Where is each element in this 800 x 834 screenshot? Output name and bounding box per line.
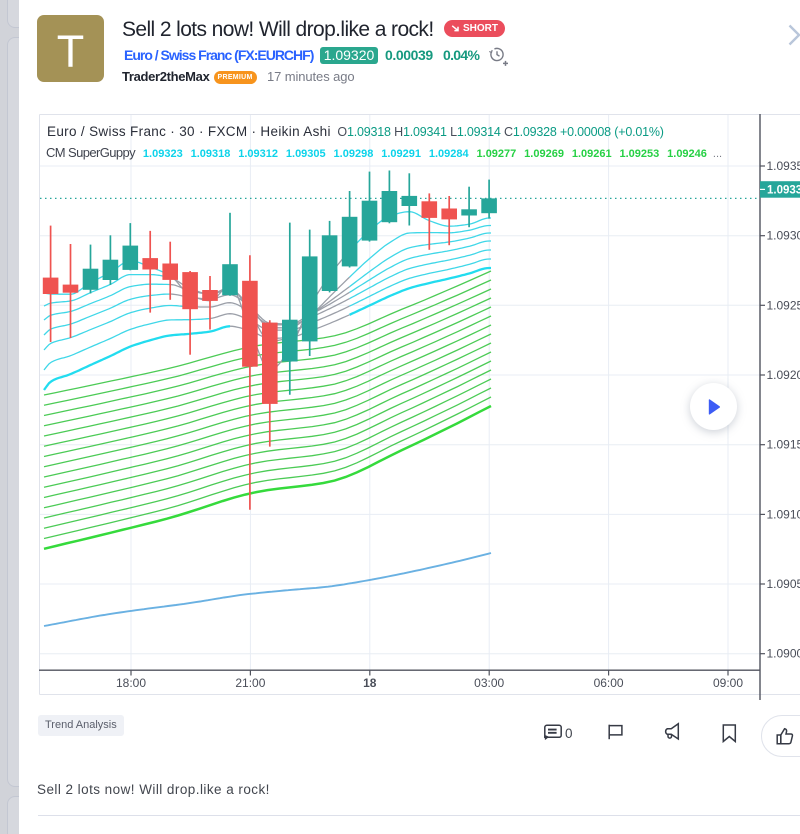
svg-text:1.0905: 1.0905: [767, 577, 800, 591]
svg-text:1.0900: 1.0900: [767, 647, 800, 661]
svg-text:1.0920: 1.0920: [767, 368, 800, 382]
svg-text:06:00: 06:00: [594, 676, 624, 690]
svg-text:09:00: 09:00: [713, 676, 743, 690]
svg-text:1.0910: 1.0910: [767, 507, 800, 521]
svg-text:1.0925: 1.0925: [767, 298, 800, 312]
svg-text:03:00: 03:00: [474, 676, 504, 690]
svg-text:18:00: 18:00: [116, 676, 146, 690]
svg-text:1.0930: 1.0930: [767, 229, 800, 243]
svg-text:1.0933: 1.0933: [767, 185, 800, 197]
svg-text:21:00: 21:00: [235, 676, 265, 690]
svg-text:1.0935: 1.0935: [767, 159, 800, 173]
svg-text:18: 18: [363, 676, 377, 690]
svg-text:1.0915: 1.0915: [767, 438, 800, 452]
